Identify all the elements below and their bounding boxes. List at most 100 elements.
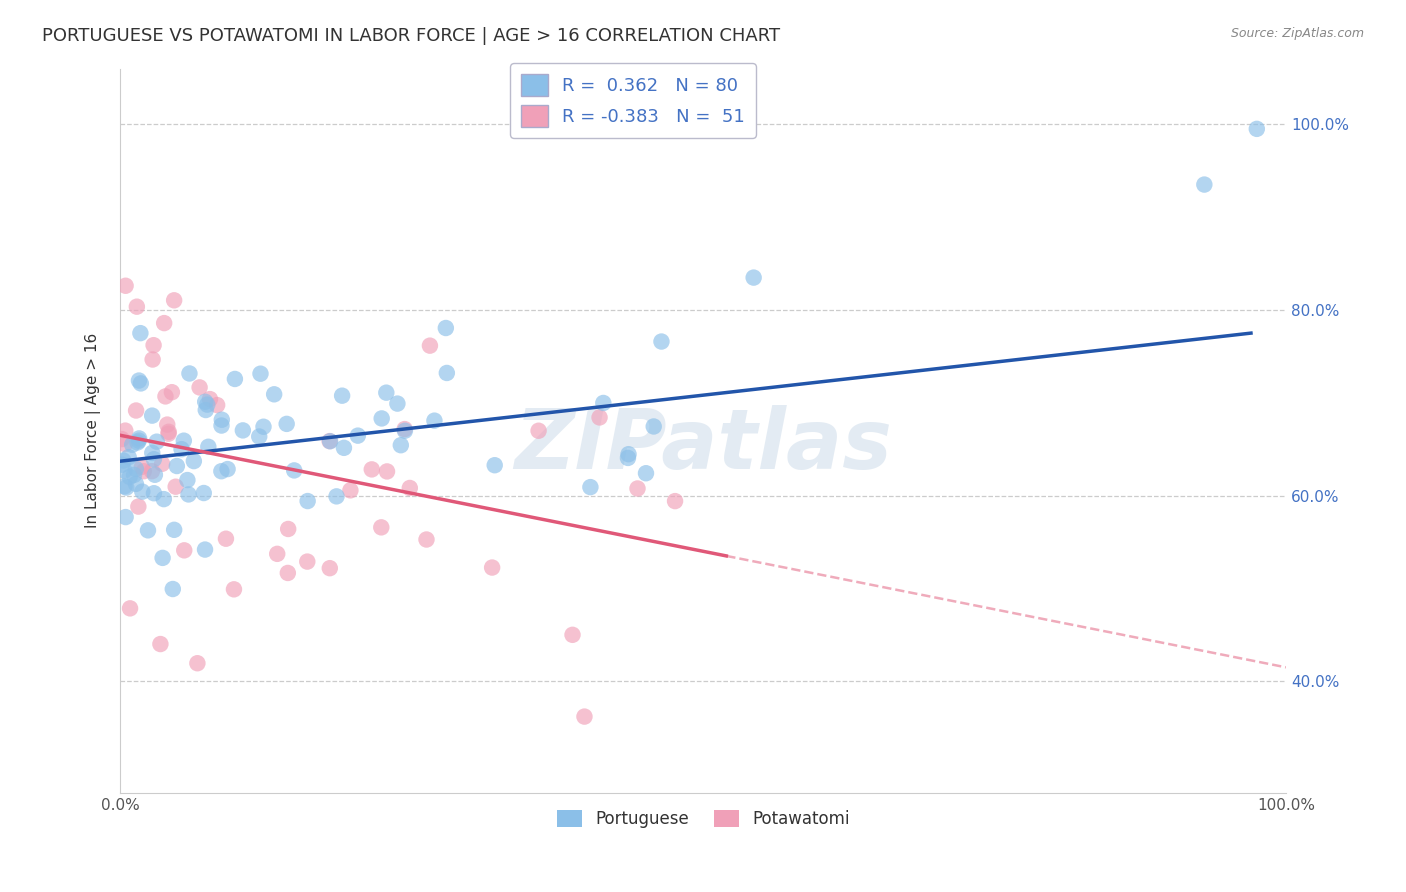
Point xyxy=(592,396,614,410)
Point xyxy=(141,446,163,460)
Point xyxy=(121,438,143,452)
Point xyxy=(333,441,356,455)
Point xyxy=(247,429,270,443)
Point xyxy=(394,424,416,438)
Point xyxy=(114,424,136,438)
Point xyxy=(266,547,288,561)
Point xyxy=(143,467,166,482)
Text: ZIPatlas: ZIPatlas xyxy=(515,405,891,485)
Point xyxy=(125,300,148,314)
Point xyxy=(114,510,136,524)
Point xyxy=(205,398,228,412)
Point xyxy=(173,543,195,558)
Point xyxy=(131,459,153,474)
Point xyxy=(131,484,153,499)
Point xyxy=(127,500,149,514)
Point xyxy=(419,338,441,352)
Point xyxy=(136,524,159,538)
Y-axis label: In Labor Force | Age > 16: In Labor Force | Age > 16 xyxy=(86,333,101,528)
Point xyxy=(277,566,299,580)
Point xyxy=(132,464,155,478)
Point xyxy=(150,457,173,471)
Point xyxy=(157,425,180,439)
Point xyxy=(114,437,136,451)
Point xyxy=(252,419,274,434)
Point xyxy=(484,458,506,473)
Point xyxy=(1246,121,1268,136)
Text: PORTUGUESE VS POTAWATOMI IN LABOR FORCE | AGE > 16 CORRELATION CHART: PORTUGUESE VS POTAWATOMI IN LABOR FORCE … xyxy=(42,27,780,45)
Point xyxy=(125,462,148,476)
Point xyxy=(193,486,215,500)
Point xyxy=(163,293,186,308)
Point xyxy=(387,396,409,410)
Point xyxy=(415,533,437,547)
Point xyxy=(198,392,221,406)
Legend: Portuguese, Potawatomi: Portuguese, Potawatomi xyxy=(550,804,856,835)
Point xyxy=(129,326,152,340)
Point xyxy=(224,372,246,386)
Point xyxy=(375,465,398,479)
Point xyxy=(142,486,165,500)
Point xyxy=(118,601,141,615)
Point xyxy=(215,532,238,546)
Point xyxy=(434,321,457,335)
Point xyxy=(160,385,183,400)
Point xyxy=(165,480,187,494)
Point xyxy=(370,411,392,425)
Point xyxy=(626,482,648,496)
Point xyxy=(389,438,412,452)
Point xyxy=(211,413,233,427)
Point xyxy=(179,367,201,381)
Point xyxy=(194,403,217,417)
Point xyxy=(232,424,254,438)
Point xyxy=(118,450,141,465)
Point xyxy=(176,473,198,487)
Point xyxy=(153,492,176,507)
Point xyxy=(162,582,184,596)
Point xyxy=(1194,178,1216,192)
Point xyxy=(142,452,165,467)
Point xyxy=(209,464,232,478)
Point xyxy=(194,394,217,409)
Point xyxy=(297,494,319,508)
Point xyxy=(170,442,193,457)
Point xyxy=(263,387,285,401)
Point xyxy=(370,520,392,534)
Point xyxy=(347,428,370,442)
Point xyxy=(650,334,672,349)
Point xyxy=(211,418,233,433)
Point xyxy=(643,419,665,434)
Point xyxy=(579,480,602,494)
Point xyxy=(436,366,458,380)
Point xyxy=(360,462,382,476)
Point xyxy=(128,374,150,388)
Point xyxy=(149,637,172,651)
Point xyxy=(155,389,177,403)
Point xyxy=(481,560,503,574)
Point xyxy=(325,489,347,503)
Point xyxy=(634,467,657,481)
Point xyxy=(112,464,135,478)
Point xyxy=(142,338,165,352)
Point xyxy=(195,398,218,412)
Point xyxy=(222,582,245,597)
Point xyxy=(112,453,135,467)
Point xyxy=(128,434,150,448)
Point xyxy=(197,440,219,454)
Point xyxy=(375,385,398,400)
Point xyxy=(283,463,305,477)
Point xyxy=(423,414,446,428)
Point xyxy=(339,483,361,498)
Point xyxy=(217,462,239,476)
Point xyxy=(188,380,211,394)
Point xyxy=(111,458,134,472)
Text: Source: ZipAtlas.com: Source: ZipAtlas.com xyxy=(1230,27,1364,40)
Point xyxy=(128,432,150,446)
Point xyxy=(574,709,596,723)
Point xyxy=(561,628,583,642)
Point xyxy=(111,432,134,446)
Point xyxy=(114,479,136,493)
Point xyxy=(742,270,765,285)
Point xyxy=(330,389,353,403)
Point xyxy=(152,550,174,565)
